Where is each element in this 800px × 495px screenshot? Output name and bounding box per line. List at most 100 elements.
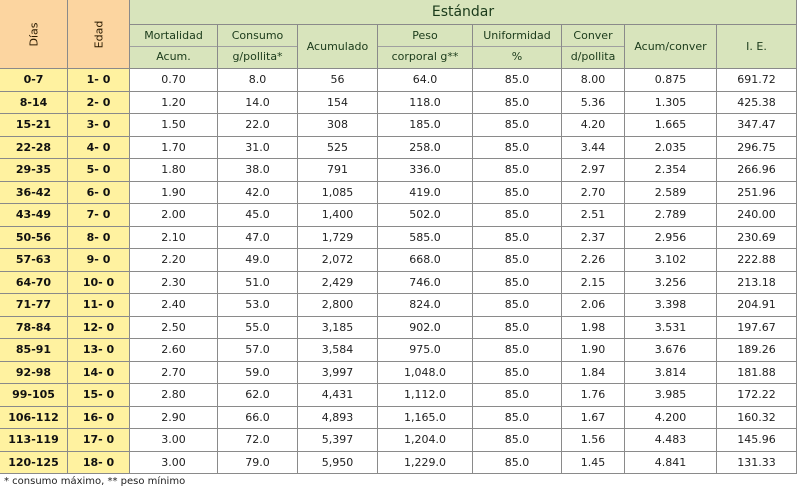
table-cell: 2.37 xyxy=(562,226,625,249)
table-cell: 2.50 xyxy=(130,316,218,339)
table-cell: 189.26 xyxy=(717,339,797,362)
table-cell: 49.0 xyxy=(218,249,298,272)
table-cell: 266.96 xyxy=(717,159,797,182)
table-cell: 1,165.0 xyxy=(378,406,473,429)
table-cell: 296.75 xyxy=(717,136,797,159)
table-cell: 172.22 xyxy=(717,384,797,407)
table-cell: 4.20 xyxy=(562,114,625,137)
column-header: Conver d/pollita xyxy=(562,25,625,69)
header-line: Mortalidad xyxy=(144,29,203,42)
table-cell: 0.70 xyxy=(130,69,218,92)
table-cell: 181.88 xyxy=(717,361,797,384)
table-cell: 1,085 xyxy=(298,181,378,204)
table-cell: 1.56 xyxy=(562,429,625,452)
table-cell: 160.32 xyxy=(717,406,797,429)
table-cell: 47.0 xyxy=(218,226,298,249)
table-cell: 8.00 xyxy=(562,69,625,92)
table-cell: 85.0 xyxy=(473,159,562,182)
table-cell: 85.0 xyxy=(473,406,562,429)
footnote: * consumo máximo, ** peso mínimo xyxy=(4,476,186,487)
table-cell: 9- 0 xyxy=(68,249,130,272)
table-cell: 56 xyxy=(298,69,378,92)
table-cell: 131.33 xyxy=(717,451,797,474)
column-header: Peso corporal g** xyxy=(378,25,473,69)
table-cell: 1.50 xyxy=(130,114,218,137)
table-cell: 902.0 xyxy=(378,316,473,339)
table-cell: 85.0 xyxy=(473,226,562,249)
table-cell: 1.90 xyxy=(130,181,218,204)
table-cell: 1.80 xyxy=(130,159,218,182)
table-cell: 3.00 xyxy=(130,451,218,474)
table-cell: 2- 0 xyxy=(68,91,130,114)
table-cell: 2.20 xyxy=(130,249,218,272)
table-cell: 16- 0 xyxy=(68,406,130,429)
table-cell: 1,229.0 xyxy=(378,451,473,474)
table-cell: 336.0 xyxy=(378,159,473,182)
table-cell: 79.0 xyxy=(218,451,298,474)
table-cell: 347.47 xyxy=(717,114,797,137)
table-cell: 85.0 xyxy=(473,339,562,362)
table-cell: 308 xyxy=(298,114,378,137)
table-cell: 3,584 xyxy=(298,339,378,362)
table-cell: 2.035 xyxy=(625,136,717,159)
table-cell: 668.0 xyxy=(378,249,473,272)
table-cell: 7- 0 xyxy=(68,204,130,227)
table-cell: 2,072 xyxy=(298,249,378,272)
header-line: % xyxy=(473,46,561,67)
header-line: Acumulado xyxy=(306,39,369,53)
table-cell: 85.0 xyxy=(473,429,562,452)
column-header: Días xyxy=(0,0,68,69)
table-cell: 85.0 xyxy=(473,181,562,204)
table-cell: 2.956 xyxy=(625,226,717,249)
table-cell: 1.665 xyxy=(625,114,717,137)
table-cell: 43-49 xyxy=(0,204,68,227)
table-cell: 2,800 xyxy=(298,294,378,317)
table-cell: 3.256 xyxy=(625,271,717,294)
table-cell: 222.88 xyxy=(717,249,797,272)
table-cell: 2.15 xyxy=(562,271,625,294)
table-cell: 1- 0 xyxy=(68,69,130,92)
table-cell: 1,729 xyxy=(298,226,378,249)
table-cell: 2.51 xyxy=(562,204,625,227)
table-cell: 691.72 xyxy=(717,69,797,92)
table-cell: 3,185 xyxy=(298,316,378,339)
table-cell: 1,204.0 xyxy=(378,429,473,452)
table-cell: 4,893 xyxy=(298,406,378,429)
table-cell: 975.0 xyxy=(378,339,473,362)
table-cell: 5,397 xyxy=(298,429,378,452)
table-cell: 31.0 xyxy=(218,136,298,159)
table-cell: 36-42 xyxy=(0,181,68,204)
table-cell: 4.483 xyxy=(625,429,717,452)
table-cell: 2,429 xyxy=(298,271,378,294)
table-cell: 6- 0 xyxy=(68,181,130,204)
table-cell: 85.0 xyxy=(473,69,562,92)
table-cell: 0.875 xyxy=(625,69,717,92)
table-cell: 251.96 xyxy=(717,181,797,204)
table-cell: 2.589 xyxy=(625,181,717,204)
table-cell: 3.102 xyxy=(625,249,717,272)
table-cell: 791 xyxy=(298,159,378,182)
table-cell: 1.84 xyxy=(562,361,625,384)
table-cell: 1.305 xyxy=(625,91,717,114)
table-cell: 2.40 xyxy=(130,294,218,317)
table-cell: 585.0 xyxy=(378,226,473,249)
table-cell: 38.0 xyxy=(218,159,298,182)
table-cell: 3.814 xyxy=(625,361,717,384)
table-cell: 1.70 xyxy=(130,136,218,159)
table-cell: 1.98 xyxy=(562,316,625,339)
table-cell: 3.00 xyxy=(130,429,218,452)
table-cell: 85.0 xyxy=(473,384,562,407)
table-cell: 8- 0 xyxy=(68,226,130,249)
table-cell: 197.67 xyxy=(717,316,797,339)
header-line: Consumo xyxy=(231,29,284,42)
table-cell: 3,997 xyxy=(298,361,378,384)
table-cell: 2.26 xyxy=(562,249,625,272)
table-cell: 1,112.0 xyxy=(378,384,473,407)
table-cell: 71-77 xyxy=(0,294,68,317)
header-line: Días xyxy=(27,22,40,46)
table-cell: 85.0 xyxy=(473,114,562,137)
table-cell: 50-56 xyxy=(0,226,68,249)
table-cell: 1,400 xyxy=(298,204,378,227)
table-cell: 17- 0 xyxy=(68,429,130,452)
table-cell: 85.0 xyxy=(473,451,562,474)
